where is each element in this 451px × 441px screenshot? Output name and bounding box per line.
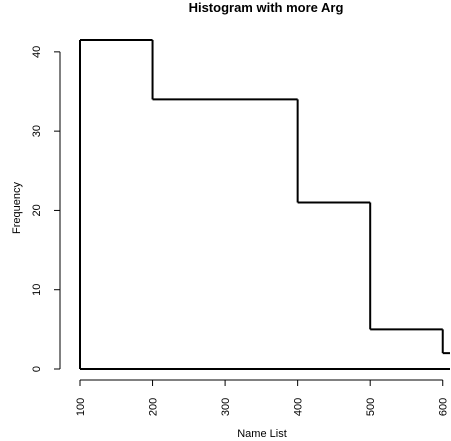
x-tick-label: 600	[438, 398, 450, 416]
y-tick-label: 20	[31, 204, 43, 216]
x-tick-label: 400	[293, 398, 305, 416]
x-axis-label: Name List	[237, 428, 287, 440]
y-tick-label: 0	[31, 366, 43, 372]
y-tick-label: 30	[31, 125, 43, 137]
x-tick-label: 200	[148, 398, 160, 416]
y-axis: 0 10 20 30 40	[31, 46, 61, 372]
chart-title: Histogram with more Arg	[189, 0, 344, 15]
y-tick-label: 10	[31, 284, 43, 296]
y-axis-label: Frequency	[11, 182, 23, 234]
y-tick-label: 40	[31, 46, 43, 58]
series-layer	[79, 38, 450, 370]
x-tick-label: 500	[365, 398, 377, 416]
x-tick-label: 100	[75, 398, 87, 416]
x-tick-label: 300	[220, 398, 232, 416]
x-axis: 100 200 300 400 500 600	[75, 379, 450, 416]
